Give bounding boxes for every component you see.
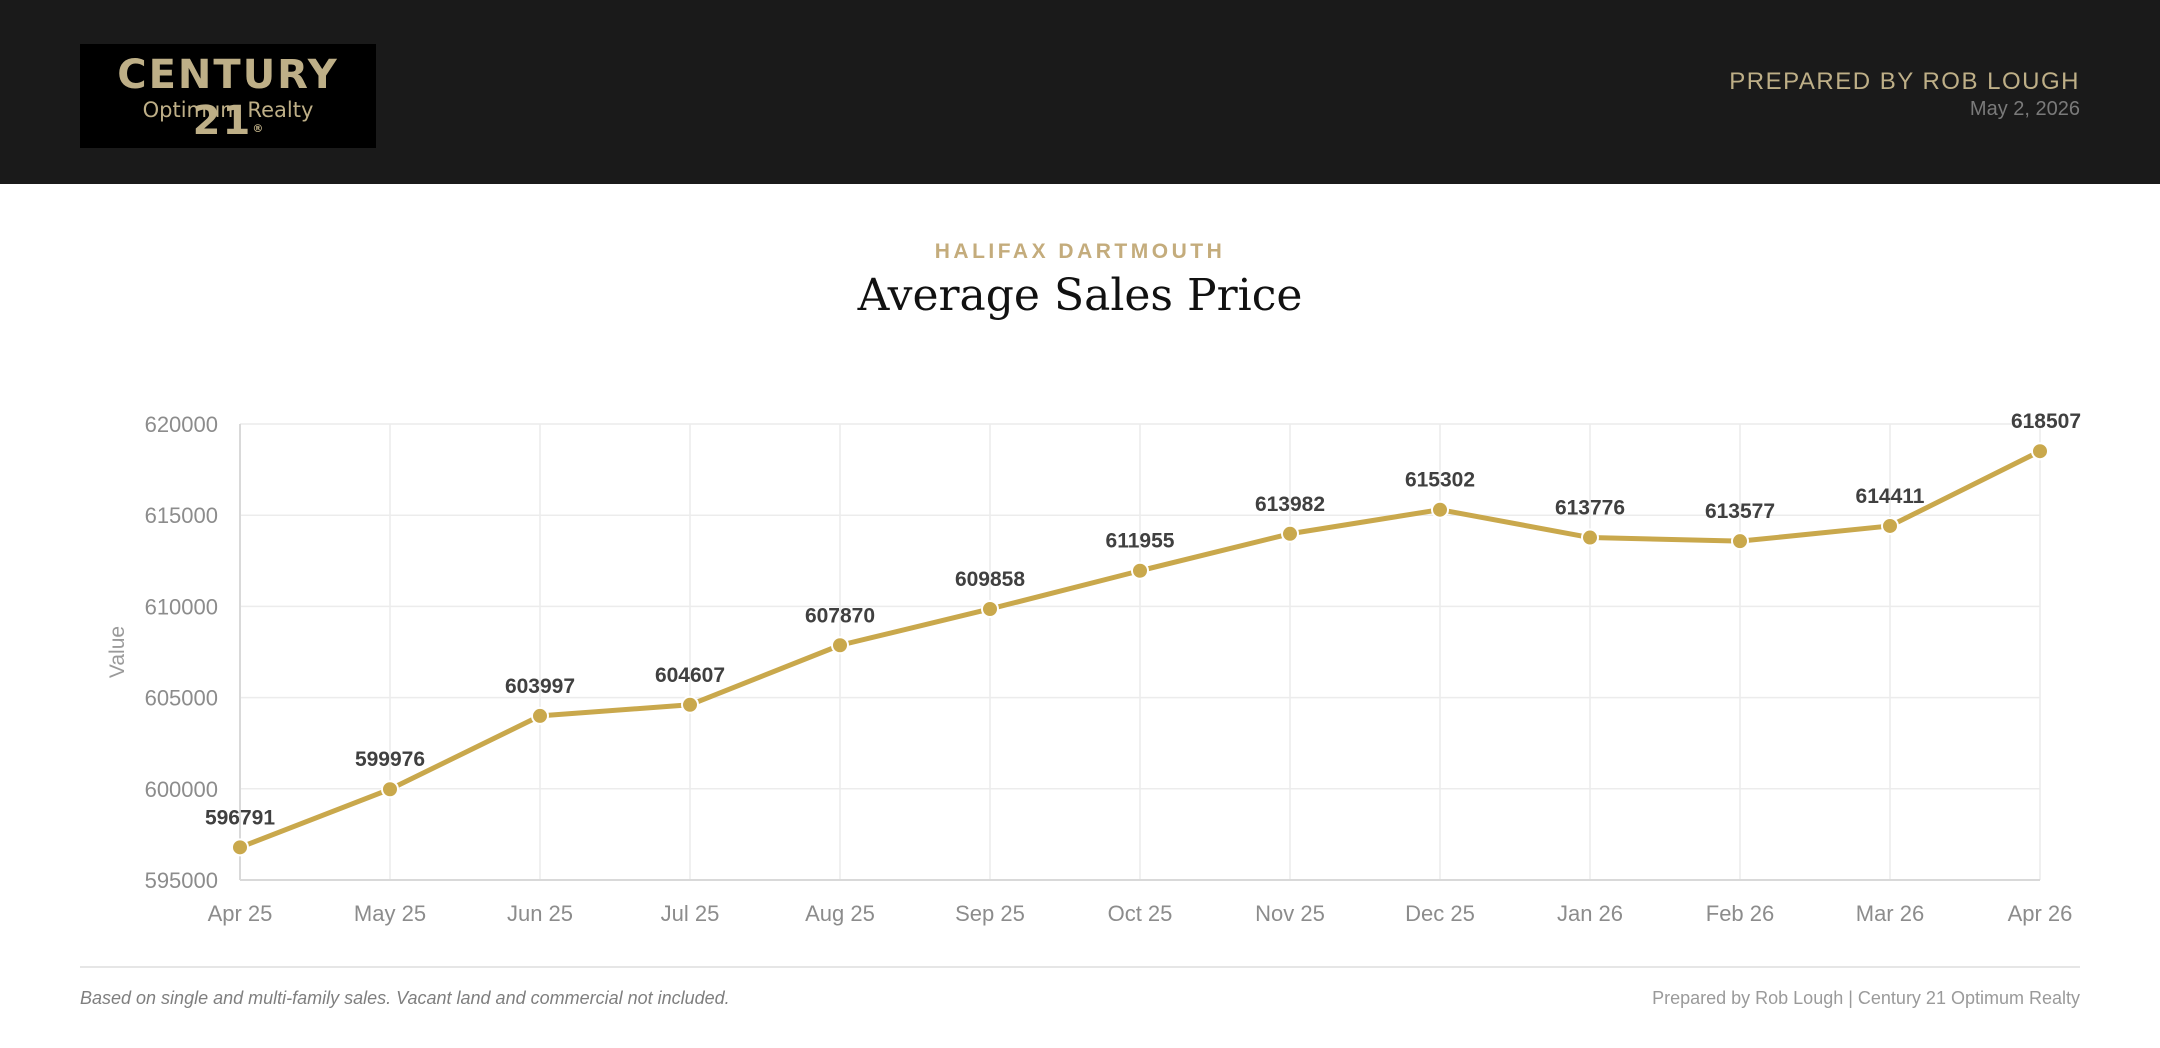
region-label: HALIFAX DARTMOUTH [934,240,1226,263]
x-tick-label: Jun 25 [507,901,573,926]
y-tick-label: 615000 [145,503,218,528]
y-tick-label: 610000 [145,594,218,619]
chart-title: Average Sales Price [857,270,1303,321]
y-tick-label: 600000 [145,777,218,802]
data-point [1731,532,1749,551]
y-axis-title: Value [106,626,129,678]
data-point [381,780,399,799]
data-label: 613982 [1255,493,1325,516]
data-point [1881,516,1899,535]
footer-divider [80,966,2080,968]
x-tick-label: Jan 26 [1557,901,1623,926]
data-label: 603997 [505,675,575,698]
x-tick-label: Nov 25 [1255,901,1325,926]
x-tick-label: Sep 25 [955,901,1025,926]
x-tick-label: Aug 25 [805,901,875,926]
x-tick-label: Oct 25 [1108,901,1173,926]
data-point [681,695,699,714]
data-point [531,706,549,725]
data-point [1131,561,1149,580]
x-tick-label: Dec 25 [1405,901,1475,926]
data-point [1431,500,1449,519]
x-tick-label: Feb 26 [1706,901,1775,926]
logo-wordmark: CENTURY 21® [80,52,376,144]
x-tick-label: Apr 25 [208,901,273,926]
report-header: CENTURY 21® Optimum Realty PREPARED BY R… [0,0,2160,184]
data-label: 596791 [205,806,275,829]
report-date: May 2, 2026 [1969,98,2080,120]
data-label: 613577 [1705,500,1775,523]
data-label: 607870 [805,604,875,627]
data-label: 599976 [355,748,425,771]
data-point [1281,524,1299,543]
data-label: 615302 [1405,469,1475,492]
x-tick-label: Jul 25 [661,901,720,926]
data-point [1581,528,1599,547]
century21-logo: CENTURY 21® Optimum Realty [80,44,376,148]
data-label: 618507 [2011,410,2081,433]
data-point [231,838,249,857]
data-label: 611955 [1106,530,1175,553]
prepared-by: PREPARED BY ROB LOUGH [1729,68,2080,95]
footer-credit: Prepared by Rob Lough | Century 21 Optim… [1652,988,2080,1008]
y-tick-label: 605000 [145,686,218,711]
x-tick-label: Mar 26 [1856,901,1924,926]
data-point [981,599,999,618]
data-label: 613776 [1555,497,1625,520]
data-label: 614411 [1856,485,1925,508]
y-tick-label: 620000 [145,412,218,437]
data-label: 609858 [955,568,1025,591]
x-tick-label: Apr 26 [2008,901,2073,926]
x-tick-label: May 25 [354,901,426,926]
data-point [831,636,849,655]
logo-wordmark-text: CENTURY 21 [117,52,339,144]
y-tick-label: 595000 [145,868,218,893]
logo-subtitle: Optimum Realty [142,98,314,122]
registered-mark: ® [252,122,264,135]
data-label: 604607 [655,664,725,687]
footer-note: Based on single and multi-family sales. … [80,988,730,1008]
data-point [2031,442,2049,461]
